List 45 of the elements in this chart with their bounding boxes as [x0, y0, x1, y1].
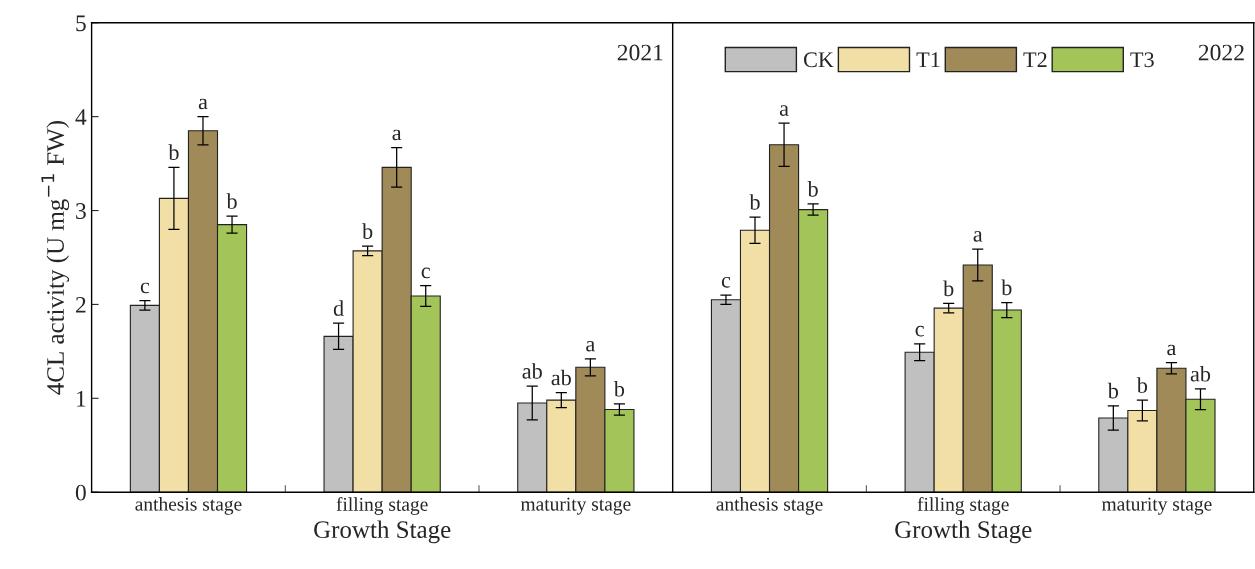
- y-tick-label: 4: [75, 109, 87, 125]
- x-tick-label: filling stage: [917, 497, 1009, 515]
- legend-label: T3: [1130, 52, 1154, 68]
- x-tick-label: filling stage: [336, 497, 428, 515]
- data-label: a: [586, 340, 595, 352]
- y-tick-label: 1: [77, 390, 86, 407]
- y-tick-label: 0: [75, 484, 86, 501]
- data-label: b: [226, 193, 237, 209]
- data-label: a: [973, 231, 983, 242]
- data-label: c: [721, 277, 731, 288]
- x-tick-label: anthesis stage: [716, 497, 823, 515]
- annotation: 2022: [1198, 44, 1244, 61]
- x-tick-label: maturity stage: [520, 497, 631, 515]
- data-label: d: [333, 300, 344, 316]
- data-label: b: [1136, 377, 1148, 393]
- data-label: b: [749, 194, 760, 210]
- y-tick-label: 5: [76, 15, 86, 32]
- data-label: ab: [522, 363, 542, 379]
- data-label: c: [421, 267, 430, 279]
- x-axis-title: Growth Stage: [314, 520, 451, 544]
- x-tick-label: maturity stage: [1101, 497, 1212, 515]
- data-label: a: [392, 129, 402, 141]
- y-axis-title: 4CL activity (U mg$^{−1}$ FW): [41, 121, 70, 395]
- data-label: a: [779, 105, 789, 116]
- data-label: b: [807, 180, 818, 197]
- annotation: 2021: [617, 44, 663, 61]
- data-label: ab: [551, 369, 571, 386]
- data-label: c: [915, 325, 924, 337]
- y-tick-label: 3: [76, 203, 86, 219]
- legend-label: T1: [916, 52, 940, 68]
- data-label: b: [362, 223, 373, 239]
- data-label: b: [943, 280, 954, 297]
- data-label: b: [168, 144, 179, 161]
- legend-label: T2: [1023, 52, 1047, 68]
- y-tick-label: 2: [75, 296, 86, 313]
- x-axis-title: Growth Stage: [895, 520, 1032, 544]
- x-tick-label: anthesis stage: [135, 497, 242, 515]
- data-label: a: [1167, 344, 1177, 356]
- data-label: b: [1001, 279, 1012, 296]
- data-label: a: [198, 98, 208, 110]
- legend-label: CK: [803, 52, 834, 68]
- data-label: b: [613, 380, 625, 397]
- data-label: ab: [1190, 365, 1211, 382]
- data-label: c: [140, 282, 150, 294]
- data-label: b: [1107, 382, 1119, 399]
